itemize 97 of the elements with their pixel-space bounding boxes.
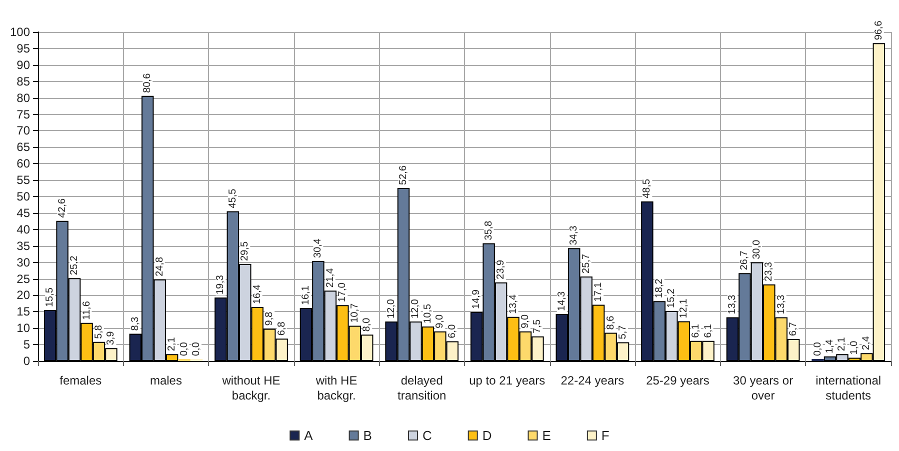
data-label: 16,4	[252, 284, 263, 304]
data-label: 3,9	[106, 330, 117, 346]
data-label: 80,6	[142, 72, 154, 93]
legend-label: B	[363, 428, 372, 443]
y-tick-label: 40	[16, 222, 30, 236]
data-label: 6,1	[702, 324, 714, 338]
data-label: 17,0	[337, 282, 348, 302]
data-label: 13,3	[776, 294, 787, 314]
data-label: 30,4	[312, 238, 324, 258]
data-label: 5,7	[618, 324, 629, 340]
y-tick-label: 10	[16, 321, 30, 336]
y-tick-label: 5	[23, 338, 30, 352]
data-label: 6,8	[276, 321, 288, 336]
data-label: 15,2	[666, 288, 678, 308]
legend-label: A	[304, 428, 314, 443]
y-tick-label: 70	[16, 124, 30, 138]
data-label: 2,1	[166, 336, 178, 352]
data-label: 34,3	[568, 225, 580, 246]
data-label: 12,0	[410, 298, 422, 319]
data-label: 5,8	[93, 324, 104, 339]
x-tick-label: with HE backgr.	[314, 374, 358, 402]
y-tick-label: 20	[16, 288, 30, 302]
y-tick-label: 45	[16, 206, 30, 220]
data-label: 23,3	[764, 261, 775, 282]
data-label: 35,8	[483, 220, 494, 240]
data-label: 14,9	[471, 289, 482, 309]
y-tick-label: 50	[16, 190, 30, 204]
data-label: 16,1	[300, 285, 312, 306]
x-tick-label: 25-29 years	[646, 374, 710, 388]
data-label: 7,5	[532, 318, 544, 334]
data-label: 29,5	[240, 241, 251, 261]
data-label: 2,1	[836, 336, 848, 352]
y-tick-label: 15	[16, 304, 30, 319]
x-tick-label: males	[150, 374, 182, 388]
data-label: 48,5	[642, 178, 653, 198]
x-tick-label: females	[60, 374, 102, 388]
x-tick-label: 30 years or over	[733, 374, 794, 402]
data-label: 0,0	[178, 342, 190, 356]
y-tick-label: 0	[23, 354, 30, 368]
y-tick-label: 35	[16, 238, 30, 253]
y-tick-label: 90	[16, 58, 30, 72]
data-label: 10,7	[349, 302, 360, 323]
legend-label: C	[422, 428, 432, 443]
data-label: 8,0	[362, 317, 373, 332]
data-label: 19,3	[215, 274, 226, 295]
data-label: 9,0	[434, 314, 446, 328]
y-tick-label: 65	[16, 140, 30, 154]
data-label: 6,1	[690, 324, 702, 338]
data-label: 42,6	[56, 198, 68, 218]
y-tick-label: 85	[16, 74, 30, 88]
legend-label: D	[482, 428, 492, 443]
data-label: 96,6	[873, 20, 884, 40]
data-label: 23,9	[496, 259, 507, 280]
data-label: 6,7	[788, 322, 800, 336]
data-label: 0,0	[191, 342, 202, 356]
y-tick-label: 75	[16, 107, 30, 122]
data-label: 30,0	[751, 239, 762, 260]
y-tick-label: 80	[16, 90, 30, 105]
data-label: 0,0	[812, 342, 824, 356]
y-tick-label: 55	[16, 173, 30, 188]
data-label: 11,6	[81, 300, 92, 320]
data-label: 14,3	[556, 291, 568, 311]
data-label: 8,6	[605, 315, 616, 330]
data-label: 45,5	[227, 188, 238, 208]
data-label: 13,3	[726, 294, 738, 314]
x-tick-label: 22-24 years	[560, 374, 624, 388]
data-label: 2,4	[861, 336, 872, 350]
data-label: 10,5	[422, 304, 434, 324]
x-tick-label: international students	[816, 374, 882, 402]
y-tick-label: 60	[16, 156, 30, 171]
data-label: 18,2	[654, 278, 665, 298]
data-label: 21,4	[324, 268, 336, 288]
data-label: 17,1	[593, 282, 604, 302]
x-tick-label: up to 21 years	[469, 374, 546, 388]
legend-label: F	[601, 428, 610, 443]
data-label: 9,8	[264, 311, 276, 326]
x-tick-label: delayed transition	[398, 374, 446, 402]
data-label: 25,7	[580, 254, 592, 274]
legend-label: E	[542, 428, 552, 443]
y-tick-label: 100	[10, 25, 30, 39]
data-label: 52,6	[398, 165, 410, 185]
data-label: 24,8	[154, 256, 166, 276]
data-label: 13,4	[508, 294, 519, 314]
data-label: 15,5	[44, 287, 56, 308]
data-label: 12,0	[386, 298, 397, 319]
data-label: 25,2	[69, 255, 80, 276]
y-tick-label: 95	[16, 41, 30, 56]
data-label: 26,7	[739, 250, 750, 270]
data-label: 12,1	[678, 298, 690, 318]
data-label: 6,0	[446, 324, 458, 338]
data-label: 1,0	[848, 340, 860, 355]
x-tick-label: without HE backgr.	[221, 374, 280, 402]
y-tick-label: 25	[16, 272, 30, 286]
y-tick-label: 30	[16, 255, 30, 270]
data-label: 8,3	[130, 316, 141, 331]
data-label: 1,4	[824, 339, 836, 354]
data-label: 9,0	[520, 314, 531, 328]
